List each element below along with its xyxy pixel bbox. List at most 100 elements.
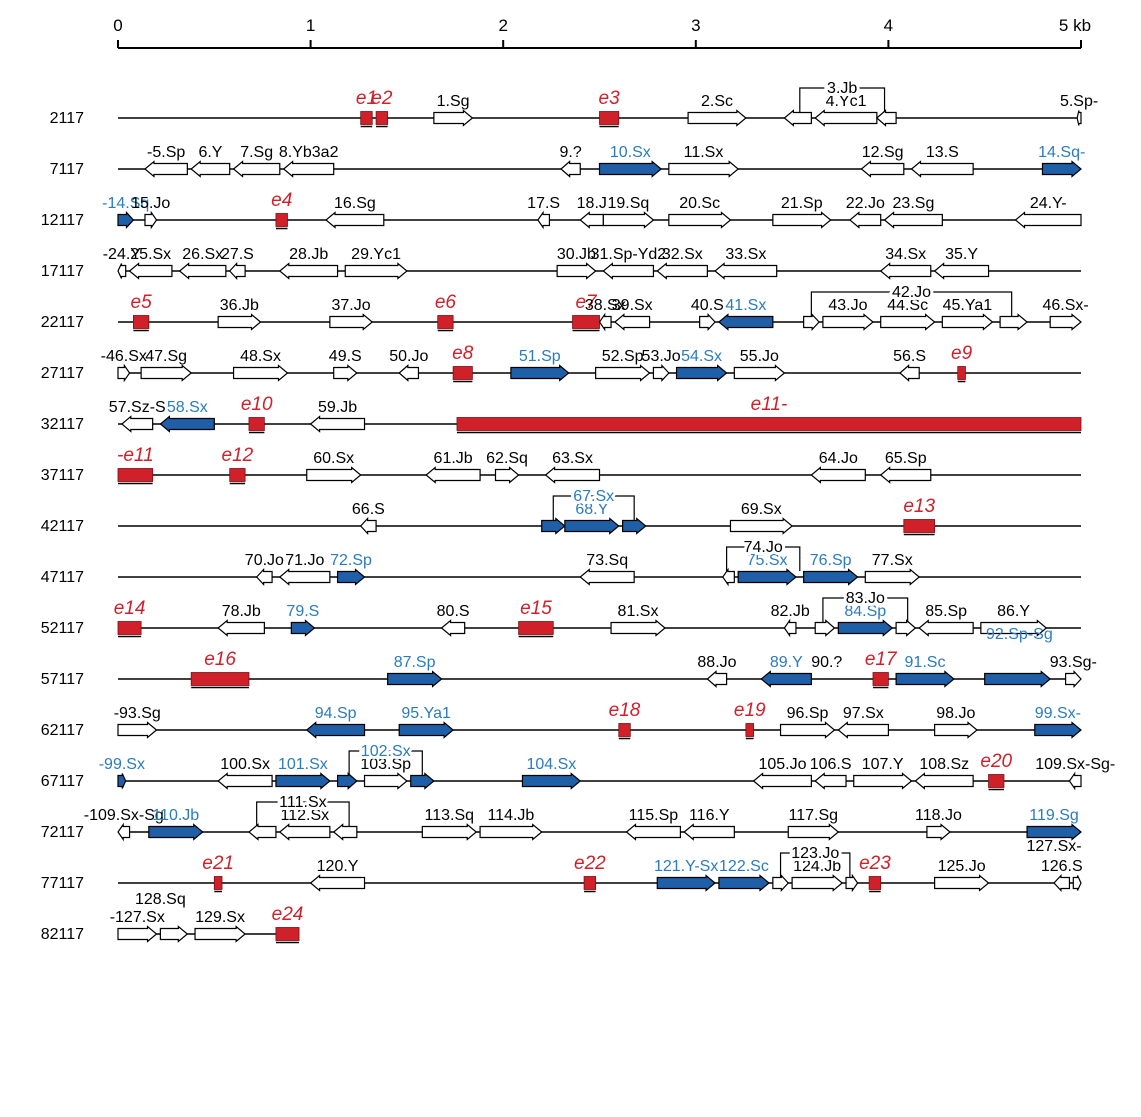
gene-arrow — [363, 772, 408, 790]
gene-label: 78.Jb — [222, 603, 261, 620]
gene-arrow — [699, 312, 716, 332]
split-gene-label: 83.Jo — [846, 590, 885, 607]
row-position-label: 67117 — [41, 773, 84, 790]
repeat-element-block — [456, 417, 1082, 431]
gene-label: 17.S — [527, 195, 560, 212]
split-gene-bracket — [348, 750, 423, 775]
gene-label: 49.S — [329, 348, 362, 365]
gene-label: 56.S — [893, 348, 926, 365]
element-label: e23 — [859, 853, 891, 874]
gene-arrow — [760, 670, 812, 688]
gene-label: 24.Y- — [1030, 195, 1067, 212]
gene-label: 11.Sx — [684, 144, 724, 161]
split-gene-label: 3.Jb — [827, 80, 857, 97]
gene-label: 19.Sq — [607, 195, 649, 212]
gene-arrow — [837, 619, 894, 637]
element-label: e3 — [599, 88, 621, 109]
gene-arrow — [864, 568, 921, 586]
row-position-label: 82117 — [41, 926, 84, 943]
gene-arrow — [879, 466, 932, 484]
split-gene-bracket — [779, 852, 851, 877]
repeat-element-block — [117, 468, 154, 482]
gene-arrow — [255, 567, 273, 587]
gene-label: 58.Sx — [167, 399, 208, 416]
gene-label: 115.Sp — [629, 807, 679, 824]
gene-arrow — [325, 211, 385, 229]
gene-arrow — [120, 415, 154, 433]
gene-arrow — [1072, 875, 1082, 891]
gene-arrow — [787, 823, 840, 841]
gene-arrow — [622, 517, 647, 535]
gene-arrow — [914, 772, 974, 790]
gene-arrow — [398, 364, 420, 382]
gene-label: 7.Sg — [240, 144, 273, 161]
gene-arrow — [783, 618, 797, 638]
gene-arrow — [329, 313, 374, 331]
gene-arrow — [910, 160, 974, 178]
gene-label: 68.Y — [575, 501, 608, 518]
gene-label: 114.Jb — [487, 807, 534, 824]
gene-label: 48.Sx — [240, 348, 281, 365]
gene-label: 18.J — [577, 195, 607, 212]
gene-arrow — [595, 364, 651, 382]
gene-label: 97.Sx — [843, 705, 884, 722]
gene-label: -24.Y — [103, 246, 142, 263]
gene-label: 117.Sg — [789, 807, 839, 824]
gene-label: 103.Sp — [360, 756, 411, 773]
element-label: e6 — [435, 292, 457, 313]
row-position-label: 27117 — [41, 365, 84, 382]
scale-tick-label: 3 — [691, 16, 700, 35]
repeat-element-block — [275, 213, 288, 227]
gene-label: 46.Sx- — [1042, 297, 1088, 314]
gene-label: 101.Sx — [278, 756, 328, 773]
repeat-element-block — [190, 672, 250, 686]
element-label: e22 — [574, 853, 606, 874]
repeat-element-block — [133, 315, 150, 329]
gene-label: 47.Sg — [145, 348, 187, 365]
element-label: e14 — [114, 598, 146, 619]
gene-label: 15.Jo — [131, 195, 170, 212]
gene-label: 89.Y — [770, 654, 803, 671]
gene-arrow — [729, 517, 794, 535]
gene-arrow — [656, 262, 708, 280]
gene-arrow — [305, 721, 366, 739]
gene-arrow — [510, 364, 570, 382]
gene-arrow — [537, 210, 551, 230]
repeat-element-block — [988, 774, 1005, 788]
gene-label: 69.Sx — [741, 501, 782, 518]
split-gene-bracket — [256, 801, 350, 826]
gene-arrow — [278, 568, 331, 586]
element-label: e7 — [575, 292, 598, 313]
element-label: e8 — [452, 343, 474, 364]
gene-arrow — [737, 568, 797, 586]
gene-arrow — [980, 619, 1048, 637]
gene-label: -93.Sg — [114, 705, 161, 722]
row-position-label: 2117 — [50, 110, 85, 127]
gene-label: 35.Y — [945, 246, 978, 263]
gene-label: 70.Jo — [245, 552, 284, 569]
split-gene-label: 111.Sx — [279, 794, 326, 811]
gene-label: 36.Jb — [220, 297, 259, 314]
gene-arrow — [194, 925, 247, 943]
gene-label: 122.Sc — [719, 858, 769, 875]
gene-label: 20.Sc — [679, 195, 720, 212]
gene-arrow — [883, 211, 943, 229]
gene-label: 2.Sc — [701, 93, 733, 110]
gene-arrow — [918, 619, 974, 637]
gene-arrow — [837, 721, 890, 739]
repeat-element-block — [437, 315, 454, 329]
gene-arrow — [687, 109, 747, 127]
gene-arrow — [541, 517, 566, 535]
gene-arrow — [772, 873, 790, 893]
row-position-label: 22117 — [41, 314, 84, 331]
split-gene-bracket — [726, 546, 801, 571]
gene-label: 57.Sz-S — [109, 399, 166, 416]
gene-label: 118.Jo — [915, 807, 962, 824]
gene-label: 60.Sx — [313, 450, 354, 467]
gene-label: 98.Jo — [936, 705, 975, 722]
repeat-element-block — [868, 876, 882, 890]
gene-arrow — [560, 160, 581, 178]
gene-arrow — [282, 160, 335, 178]
